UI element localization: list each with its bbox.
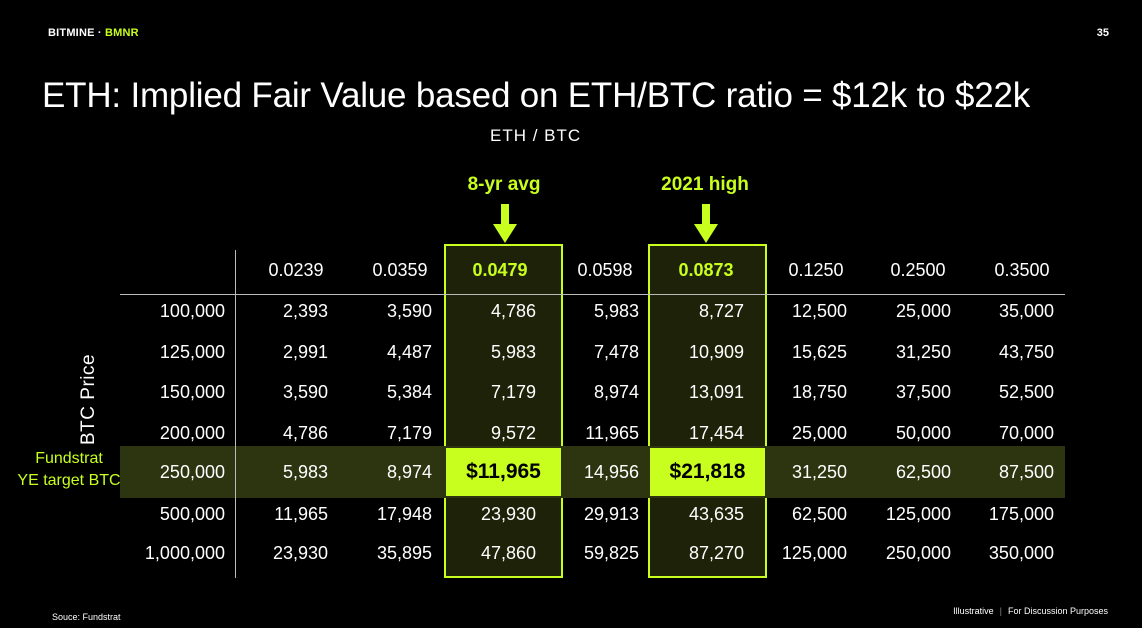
btc-price-cell: 100,000 xyxy=(159,301,225,321)
value-cell: 47,860 xyxy=(480,543,536,563)
column-header: 0.0359 xyxy=(372,260,428,280)
callout-2021-high: 2021 high xyxy=(661,174,749,195)
value-cell: 23,930 xyxy=(272,543,328,563)
callout-8yr-avg: 8-yr avg xyxy=(467,174,541,195)
column-header-highlight: 0.0873 xyxy=(678,260,734,280)
value-cell: 5,983 xyxy=(593,301,639,321)
value-cell: 43,635 xyxy=(688,504,744,524)
value-cell: 125,000 xyxy=(781,543,847,563)
value-cell: 14,956 xyxy=(583,462,639,482)
footnote-separator: | xyxy=(999,606,1002,616)
column-header: 0.0239 xyxy=(268,260,324,280)
value-cell: 18,750 xyxy=(791,382,847,402)
value-cell: 250,000 xyxy=(885,543,951,563)
value-cell: 125,000 xyxy=(885,504,951,524)
value-cell: 25,000 xyxy=(791,423,847,443)
value-cell: 5,983 xyxy=(282,462,328,482)
eth-btc-axis-label: ETH / BTC xyxy=(490,126,582,145)
value-cell: 31,250 xyxy=(791,462,847,482)
row-highlight-band xyxy=(120,446,1065,498)
btc-price-cell: 125,000 xyxy=(159,342,225,362)
value-cell: 59,825 xyxy=(583,543,639,563)
page-title: ETH: Implied Fair Value based on ETH/BTC… xyxy=(42,76,1031,115)
btc-price-cell: 500,000 xyxy=(159,504,225,524)
fundstrat-label-line2: YE target BTC xyxy=(17,472,121,489)
value-cell: 3,590 xyxy=(386,301,432,321)
value-cell: 4,786 xyxy=(282,423,328,443)
btc-price-cell: 200,000 xyxy=(159,423,225,443)
source-note: Souce: Fundstrat xyxy=(52,612,121,622)
column-header: 0.3500 xyxy=(994,260,1050,280)
value-cell: 17,454 xyxy=(688,423,744,443)
table-row-header-divider xyxy=(235,250,236,578)
value-cell: 13,091 xyxy=(688,382,744,402)
value-cell: 5,384 xyxy=(386,382,432,402)
page-number: 35 xyxy=(1096,27,1109,39)
arrow-down-icon xyxy=(694,204,718,243)
value-cell: 7,179 xyxy=(490,382,536,402)
btc-price-cell: 1,000,000 xyxy=(144,543,225,563)
value-cell: 10,909 xyxy=(688,342,744,362)
value-cell: 62,500 xyxy=(791,504,847,524)
brand-ticker: BMNR xyxy=(105,27,139,39)
fundstrat-target-label: Fundstrat YE target BTC xyxy=(8,448,130,492)
value-cell: 7,179 xyxy=(386,423,432,443)
value-cell: 25,000 xyxy=(895,301,951,321)
value-cell: 43,750 xyxy=(998,342,1054,362)
value-cell: 11,965 xyxy=(274,504,328,524)
brand-separator: · xyxy=(94,27,106,39)
value-cell: 8,727 xyxy=(698,301,744,321)
value-cell: 50,000 xyxy=(895,423,951,443)
value-cell: 4,487 xyxy=(386,342,432,362)
value-cell: 175,000 xyxy=(988,504,1054,524)
fair-value-high-cell: $21,818 xyxy=(650,448,765,496)
table-header-divider xyxy=(120,294,1065,295)
illustrative-label: Illustrative xyxy=(953,606,994,616)
brand-name: BITMINE xyxy=(48,27,95,39)
value-cell: 5,983 xyxy=(490,342,536,362)
value-cell: 35,895 xyxy=(376,543,432,563)
fair-value-low-cell: $11,965 xyxy=(446,448,561,496)
value-cell: 87,500 xyxy=(998,462,1054,482)
value-cell: 4,786 xyxy=(490,301,536,321)
value-cell: 87,270 xyxy=(688,543,744,563)
value-cell: 12,500 xyxy=(791,301,847,321)
value-cell: 3,590 xyxy=(282,382,328,402)
value-cell: 52,500 xyxy=(998,382,1054,402)
column-header-highlight: 0.0479 xyxy=(472,260,528,280)
value-cell: 11,965 xyxy=(585,423,639,443)
value-cell: 29,913 xyxy=(583,504,639,524)
column-highlight-avg xyxy=(444,244,563,578)
value-cell: 62,500 xyxy=(895,462,951,482)
column-highlight-high xyxy=(648,244,767,578)
value-cell: 15,625 xyxy=(791,342,847,362)
btc-price-cell: 250,000 xyxy=(159,462,225,482)
value-cell: 9,572 xyxy=(490,423,536,443)
value-cell: 23,930 xyxy=(480,504,536,524)
discussion-label: For Discussion Purposes xyxy=(1007,606,1108,616)
value-cell: 31,250 xyxy=(895,342,951,362)
value-cell: 2,393 xyxy=(282,301,328,321)
value-cell: 8,974 xyxy=(386,462,432,482)
column-header: 0.1250 xyxy=(788,260,844,280)
value-cell: 350,000 xyxy=(988,543,1054,563)
fundstrat-label-line1: Fundstrat xyxy=(35,450,103,467)
value-cell: 8,974 xyxy=(593,382,639,402)
value-cell: 17,948 xyxy=(376,504,432,524)
value-cell: 7,478 xyxy=(593,342,639,362)
btc-price-axis-label: BTC Price xyxy=(78,353,99,445)
column-header: 0.2500 xyxy=(890,260,946,280)
arrow-down-icon xyxy=(493,204,517,243)
value-cell: 37,500 xyxy=(895,382,951,402)
btc-price-cell: 150,000 xyxy=(159,382,225,402)
value-cell: 35,000 xyxy=(998,301,1054,321)
brand-logo: BITMINE · BMNR xyxy=(48,27,139,39)
column-header: 0.0598 xyxy=(577,260,633,280)
value-cell: 2,991 xyxy=(282,342,328,362)
disclaimer-note: Illustrative | For Discussion Purposes xyxy=(953,606,1108,616)
value-cell: 70,000 xyxy=(998,423,1054,443)
